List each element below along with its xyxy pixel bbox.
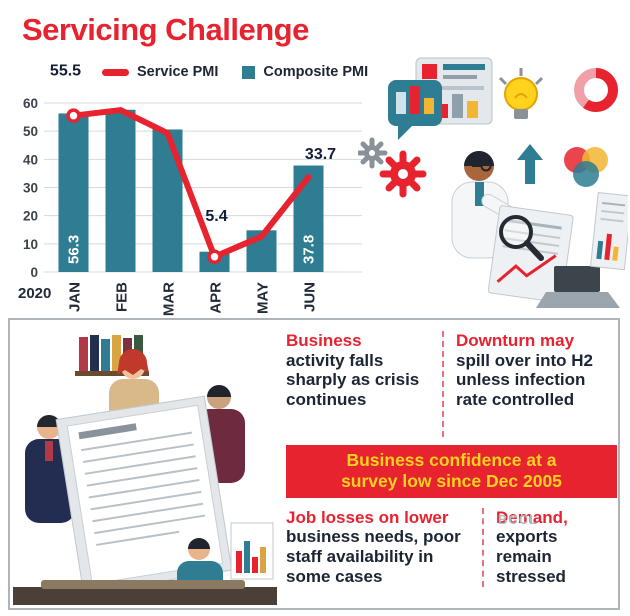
svg-text:JAN: JAN [67, 282, 84, 312]
venn-diagram-icon [564, 147, 608, 187]
chart-legend: Service PMI Composite PMI [102, 64, 368, 80]
legend-composite-label: Composite PMI [263, 64, 369, 80]
svg-text:5.4: 5.4 [205, 208, 227, 225]
svg-text:30: 30 [23, 181, 38, 196]
note-jobs-lead: Job losses on lower [286, 507, 449, 527]
desk-top [41, 580, 245, 589]
gear-icon [379, 150, 427, 198]
svg-text:33.7: 33.7 [305, 146, 336, 163]
pmi-combo-chart: 0 10 20 30 40 50 60 JAN FEB MAR APR MAY JUN 2020 56.3 3… [18, 63, 362, 316]
svg-text:2020: 2020 [18, 285, 51, 302]
laptop-icon [536, 266, 620, 308]
gear-small-icon [356, 137, 388, 169]
summary-text: Business activity falls sharply as crisi… [286, 331, 617, 587]
svg-text:JUN: JUN [302, 282, 319, 312]
note-business: Business activity falls sharply as crisi… [286, 331, 442, 437]
page-title: Servicing Challenge [22, 12, 309, 47]
svg-text:56.3: 56.3 [66, 235, 83, 264]
bccl-watermark: BCCL [498, 512, 539, 527]
paper-stack-illustration [55, 395, 233, 595]
svg-text:MAY: MAY [255, 282, 272, 314]
legend-line-swatch [102, 68, 129, 76]
note-downturn-lead: Downturn may [456, 331, 575, 350]
growth-arrow-icon [517, 144, 543, 184]
note-jobs-body: business needs, poor staff availability … [286, 527, 461, 586]
bar-chart-card-icon [230, 522, 274, 580]
lightbulb-icon [498, 68, 544, 119]
svg-text:FEB: FEB [114, 282, 131, 312]
note-demand-body: exports remain stressed [496, 527, 566, 586]
svg-text:0: 0 [30, 265, 38, 280]
legend-bar-swatch [242, 65, 256, 79]
analysis-illustration [356, 54, 630, 316]
analyst-person-illustration [451, 151, 574, 303]
svg-text:20: 20 [23, 209, 38, 224]
donut-chart-icon [574, 68, 618, 112]
confidence-banner: Business confidence at a survey low sinc… [286, 445, 617, 498]
banner-line2: survey low since Dec 2005 [341, 471, 562, 492]
legend-composite-pmi: Composite PMI [242, 64, 368, 80]
svg-text:37.8: 37.8 [301, 235, 318, 264]
svg-text:MAR: MAR [161, 282, 178, 316]
report-sheet-illustration [589, 191, 630, 271]
office-illustration [13, 323, 277, 605]
legend-service-pmi: Service PMI [102, 64, 218, 80]
svg-text:60: 60 [23, 96, 38, 111]
legend-service-label: Service PMI [137, 64, 219, 80]
note-business-lead: Business [286, 331, 362, 350]
note-jobs: Job losses on lower business needs, poor… [286, 508, 482, 587]
svg-text:50: 50 [23, 124, 38, 139]
svg-text:40: 40 [23, 152, 38, 167]
note-demand: Demand, exports remain stressed [482, 507, 617, 587]
banner-line1: Business confidence at a [346, 450, 557, 470]
magnifier-icon [499, 215, 533, 249]
desk-edge [13, 587, 277, 605]
note-business-body: activity falls sharply as crisis continu… [286, 350, 420, 410]
svg-text:55.5: 55.5 [50, 63, 81, 80]
svg-text:10: 10 [23, 237, 38, 252]
note-downturn: Downturn may spill over into H2 unless i… [442, 331, 617, 437]
note-downturn-body: spill over into H2 unless infection rate… [456, 350, 593, 410]
note-demand-lead: Demand, [496, 507, 568, 527]
chat-bubble-icon [388, 80, 442, 140]
svg-text:APR: APR [208, 282, 225, 314]
